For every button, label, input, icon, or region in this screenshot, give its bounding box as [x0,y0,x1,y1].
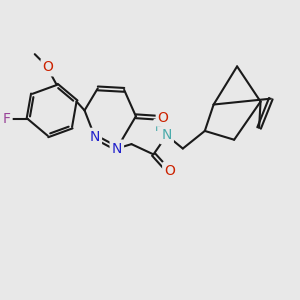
Text: O: O [164,164,175,178]
Text: N: N [161,128,172,142]
Text: N: N [112,142,122,155]
Text: O: O [43,60,53,74]
Text: N: N [90,130,100,144]
Text: O: O [158,111,169,125]
Text: H: H [155,121,164,134]
Text: F: F [3,112,10,126]
